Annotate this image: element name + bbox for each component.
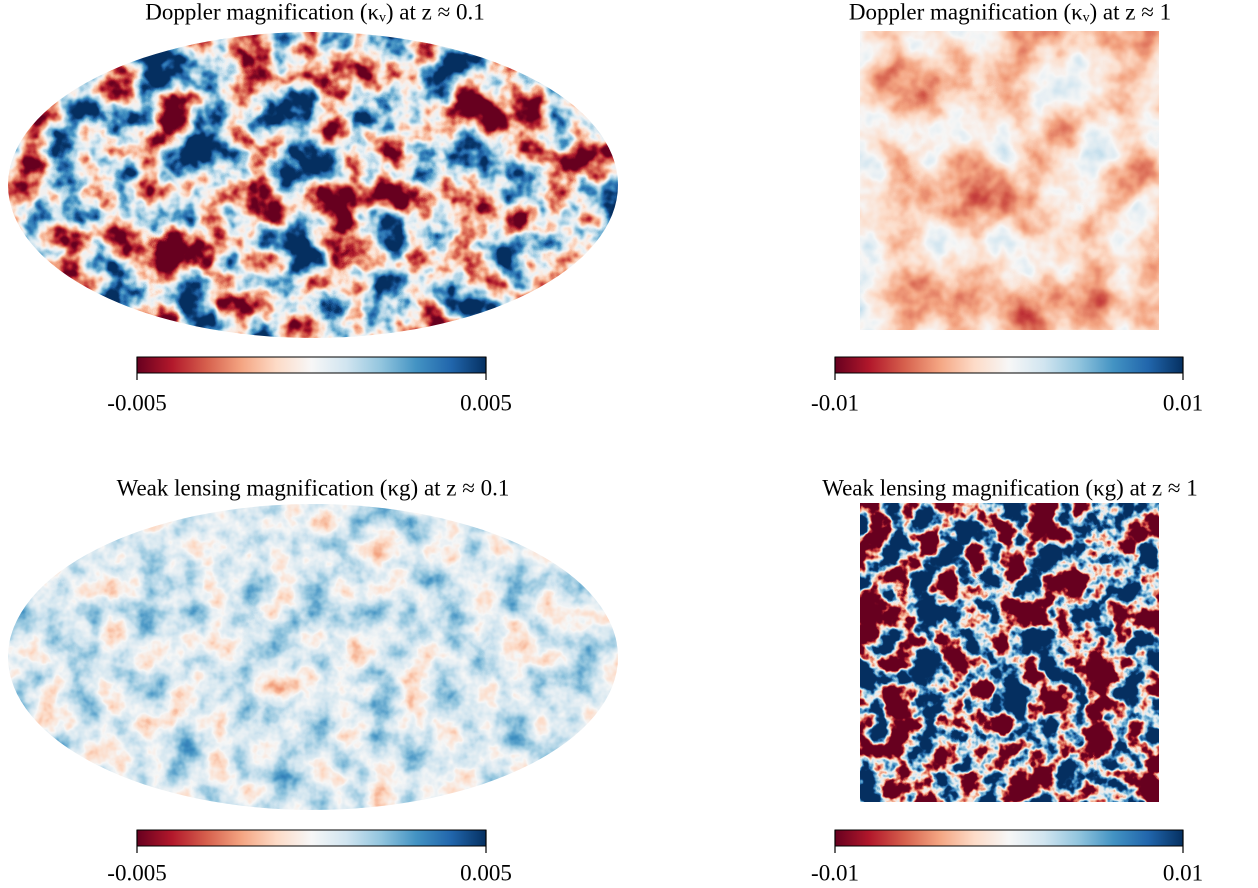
map-image [8,32,618,338]
map-image [860,503,1159,802]
panel-title: Weak lensing magnification (κg) at z ≈ 1 [822,475,1198,500]
colorbar [137,830,486,846]
colorbar [835,830,1183,846]
panel: Doppler magnification (κᵥ) at z ≈ 1 -0.01… [811,0,1203,415]
panel: Doppler magnification (κᵥ) at z ≈ 0.1 -0.… [8,0,618,415]
map-image [8,504,618,810]
colorbar [835,357,1183,373]
colorbar-tick-label: -0.005 [107,860,166,885]
panel-title: Doppler magnification (κᵥ) at z ≈ 1 [849,0,1171,24]
panel: Weak lensing magnification (κg) at z ≈ 1… [811,475,1203,885]
map-image [860,31,1159,330]
colorbar-tick-label: 0.01 [1163,390,1203,415]
colorbar [137,357,486,373]
panel-title: Doppler magnification (κᵥ) at z ≈ 0.1 [145,0,484,24]
colorbar-tick-label: 0.005 [460,390,512,415]
colorbar-tick-label: 0.005 [460,860,512,885]
figure: Doppler magnification (κᵥ) at z ≈ 0.1 -0.… [0,0,1258,888]
colorbar-tick-label: -0.01 [811,860,859,885]
panel-title: Weak lensing magnification (κg) at z ≈ 0… [117,475,510,500]
colorbar-tick-label: -0.005 [107,390,166,415]
colorbar-tick-label: -0.01 [811,390,859,415]
panel: Weak lensing magnification (κg) at z ≈ 0… [8,475,618,885]
colorbar-tick-label: 0.01 [1163,860,1203,885]
